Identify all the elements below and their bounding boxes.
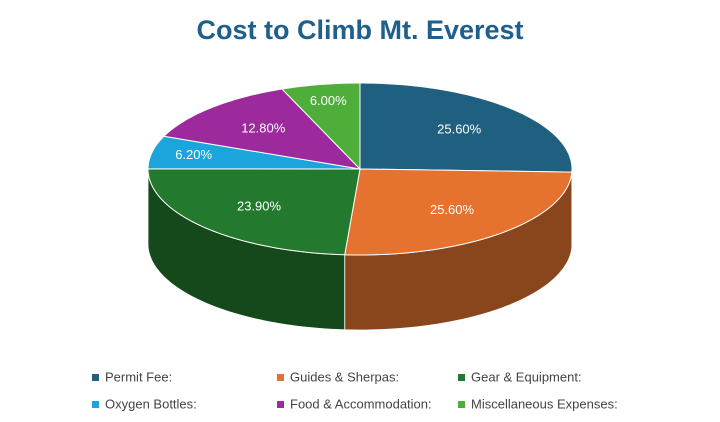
legend-swatch — [92, 374, 99, 381]
slice — [147, 135, 361, 170]
value-label: 25.60% — [430, 202, 475, 217]
value-label: 6.20% — [175, 147, 212, 162]
legend-swatch — [458, 374, 465, 381]
value-label: 25.60% — [437, 122, 482, 137]
legend-swatch — [277, 374, 284, 381]
chart-title: Cost to Climb Mt. Everest — [196, 15, 523, 45]
legend-label: Food & Accommodation: — [290, 396, 432, 411]
legend-label: Permit Fee: — [105, 369, 172, 384]
value-label: 6.00% — [310, 93, 347, 108]
legend-label: Miscellaneous Expenses: — [471, 396, 618, 411]
slice — [280, 82, 361, 171]
legend-label: Gear & Equipment: — [471, 369, 582, 384]
slice — [162, 88, 362, 170]
legend-swatch — [277, 401, 284, 408]
value-label: 12.80% — [241, 121, 286, 136]
legend-swatch — [458, 401, 465, 408]
slice — [359, 82, 573, 173]
slice — [344, 168, 573, 256]
slice — [147, 168, 361, 256]
legend-swatch — [92, 401, 99, 408]
legend-label: Oxygen Bottles: — [105, 396, 197, 411]
value-label: 23.90% — [237, 198, 282, 213]
legend-label: Guides & Sherpas: — [290, 369, 399, 384]
